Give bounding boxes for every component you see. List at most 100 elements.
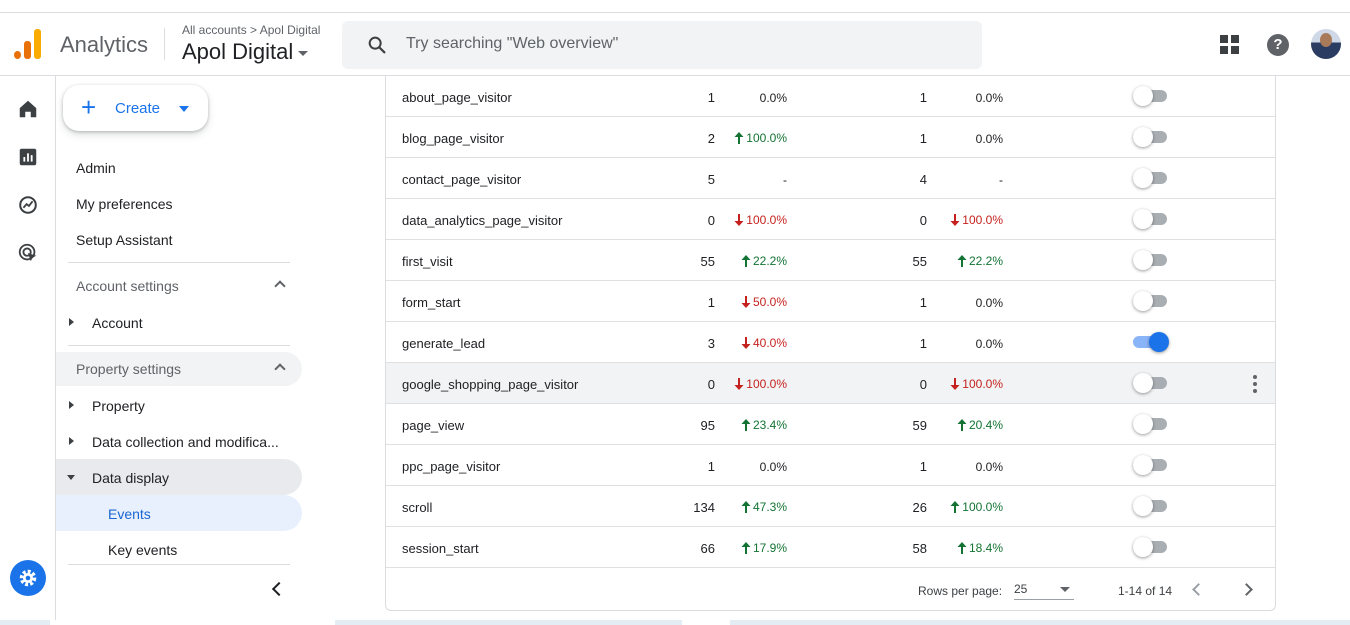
breadcrumb[interactable]: All accounts > Apol Digital bbox=[182, 23, 321, 37]
event-count-change: 0.0% bbox=[759, 460, 787, 474]
table-row[interactable]: form_start 1 50.0% 1 0.0% bbox=[386, 281, 1275, 322]
event-name[interactable]: page_view bbox=[402, 418, 465, 433]
rows-per-page-select[interactable]: 25 bbox=[1014, 576, 1074, 600]
rows-per-page-label: Rows per page: bbox=[918, 584, 1003, 598]
main-content: about_page_visitor 1 0.0% 1 0.0% blog_page_vi… bbox=[306, 76, 1350, 625]
table-row[interactable]: scroll 134 47.3% 26 100.0% bbox=[386, 486, 1275, 527]
expand-arrow-icon bbox=[69, 437, 74, 445]
caret-down-icon bbox=[298, 50, 309, 56]
app-name: Analytics bbox=[60, 32, 149, 57]
arrow-up-icon bbox=[741, 419, 751, 431]
event-count: 95 bbox=[700, 418, 715, 433]
event-count: 1 bbox=[707, 90, 715, 105]
arrow-down-icon bbox=[734, 214, 744, 226]
mark-as-key-event-toggle[interactable] bbox=[1133, 127, 1167, 147]
event-name[interactable]: ppc_page_visitor bbox=[402, 459, 501, 474]
event-name[interactable]: scroll bbox=[402, 500, 433, 515]
arrow-down-icon bbox=[950, 378, 960, 390]
table-row[interactable]: page_view 95 23.4% 59 20.4% bbox=[386, 404, 1275, 445]
admin-settings-button[interactable] bbox=[10, 560, 46, 596]
total-users: 59 bbox=[912, 418, 927, 433]
property-picker[interactable]: Apol Digital bbox=[182, 39, 309, 65]
home-icon[interactable] bbox=[17, 98, 39, 120]
next-page-icon[interactable] bbox=[1240, 583, 1253, 596]
table-row[interactable]: blog_page_visitor 2 100.0% 1 0.0% bbox=[386, 117, 1275, 158]
event-name[interactable]: session_start bbox=[402, 541, 479, 556]
table-row[interactable]: ppc_page_visitor 1 0.0% 1 0.0% bbox=[386, 445, 1275, 486]
total-users: 4 bbox=[919, 172, 927, 187]
mark-as-key-event-toggle[interactable] bbox=[1133, 209, 1167, 229]
nav-data-display[interactable]: Data display bbox=[92, 470, 170, 486]
events-row[interactable] bbox=[56, 495, 302, 531]
table-row[interactable]: first_visit 55 22.2% 55 22.2% bbox=[386, 240, 1275, 281]
event-name[interactable]: generate_lead bbox=[402, 336, 486, 351]
event-name[interactable]: first_visit bbox=[402, 254, 453, 269]
event-count-change: 23.4% bbox=[741, 418, 787, 432]
reports-icon[interactable] bbox=[17, 146, 39, 168]
total-users: 55 bbox=[912, 254, 927, 269]
explore-icon[interactable] bbox=[17, 194, 39, 216]
help-icon[interactable]: ? bbox=[1267, 34, 1289, 56]
search-box[interactable]: Try searching "Web overview" bbox=[342, 21, 982, 69]
apps-grid-icon[interactable] bbox=[1220, 35, 1240, 55]
event-name[interactable]: contact_page_visitor bbox=[402, 172, 522, 187]
mark-as-key-event-toggle[interactable] bbox=[1133, 291, 1167, 311]
mark-as-key-event-toggle[interactable] bbox=[1133, 455, 1167, 475]
event-name[interactable]: about_page_visitor bbox=[402, 90, 512, 105]
nav-data-collection[interactable]: Data collection and modifica... bbox=[92, 434, 279, 450]
more-vert-icon[interactable] bbox=[1252, 375, 1258, 393]
mark-as-key-event-toggle[interactable] bbox=[1133, 414, 1167, 434]
arrow-up-icon bbox=[741, 501, 751, 513]
mark-as-key-event-toggle[interactable] bbox=[1133, 250, 1167, 270]
create-button[interactable]: + Create bbox=[63, 85, 208, 131]
event-name[interactable]: google_shopping_page_visitor bbox=[402, 377, 579, 392]
data-display-row[interactable] bbox=[56, 459, 302, 495]
table-row[interactable]: google_shopping_page_visitor 0 100.0% 0 100.… bbox=[386, 363, 1275, 404]
mark-as-key-event-toggle[interactable] bbox=[1133, 537, 1167, 557]
table-row[interactable]: data_analytics_page_visitor 0 100.0% 0 100.0… bbox=[386, 199, 1275, 240]
event-count: 134 bbox=[693, 500, 715, 515]
arrow-up-icon bbox=[957, 542, 967, 554]
previous-page-icon[interactable] bbox=[1192, 583, 1205, 596]
sidebar-divider bbox=[68, 262, 290, 263]
chevron-up-icon bbox=[274, 363, 286, 375]
mark-as-key-event-toggle[interactable] bbox=[1133, 168, 1167, 188]
nav-key-events[interactable]: Key events bbox=[108, 542, 178, 558]
collapse-sidebar-icon[interactable] bbox=[271, 581, 287, 597]
nav-my-preferences[interactable]: My preferences bbox=[76, 196, 173, 212]
mark-as-key-event-toggle[interactable] bbox=[1133, 496, 1167, 516]
event-count: 5 bbox=[707, 172, 715, 187]
event-name[interactable]: form_start bbox=[402, 295, 461, 310]
mark-as-key-event-toggle[interactable] bbox=[1133, 373, 1167, 393]
event-count-change: 100.0% bbox=[734, 213, 787, 227]
nav-property[interactable]: Property bbox=[92, 398, 145, 414]
event-count-change: 100.0% bbox=[734, 131, 787, 145]
navigation-rail bbox=[0, 76, 56, 625]
property-name: Apol Digital bbox=[182, 39, 294, 64]
arrow-down-icon bbox=[950, 214, 960, 226]
table-row[interactable]: generate_lead 3 40.0% 1 0.0% bbox=[386, 322, 1275, 363]
arrow-up-icon bbox=[950, 501, 960, 513]
event-count-change: 0.0% bbox=[759, 91, 787, 105]
mark-as-key-event-toggle[interactable] bbox=[1133, 332, 1169, 352]
nav-account[interactable]: Account bbox=[92, 315, 143, 331]
table-row[interactable]: session_start 66 17.9% 58 18.4% bbox=[386, 527, 1275, 568]
table-row[interactable]: contact_page_visitor 5 - 4 - bbox=[386, 158, 1275, 199]
analytics-logo-icon[interactable] bbox=[14, 29, 42, 59]
nav-events[interactable]: Events bbox=[108, 506, 151, 522]
event-name[interactable]: blog_page_visitor bbox=[402, 131, 504, 146]
event-count-change: 100.0% bbox=[734, 377, 787, 391]
avatar[interactable] bbox=[1311, 29, 1341, 59]
total-users: 1 bbox=[919, 90, 927, 105]
event-name[interactable]: data_analytics_page_visitor bbox=[402, 213, 563, 228]
nav-admin[interactable]: Admin bbox=[76, 160, 116, 176]
nav-setup-assistant[interactable]: Setup Assistant bbox=[76, 232, 173, 248]
account-settings-header[interactable]: Account settings bbox=[56, 269, 302, 303]
total-users: 26 bbox=[912, 500, 927, 515]
advertising-icon[interactable] bbox=[17, 242, 39, 264]
table-row[interactable]: about_page_visitor 1 0.0% 1 0.0% bbox=[386, 76, 1275, 117]
mark-as-key-event-toggle[interactable] bbox=[1133, 86, 1167, 106]
property-settings-header[interactable]: Property settings bbox=[56, 352, 302, 386]
top-app-bar: Analytics All accounts > Apol Digital Ap… bbox=[0, 13, 1350, 76]
event-count: 1 bbox=[707, 295, 715, 310]
